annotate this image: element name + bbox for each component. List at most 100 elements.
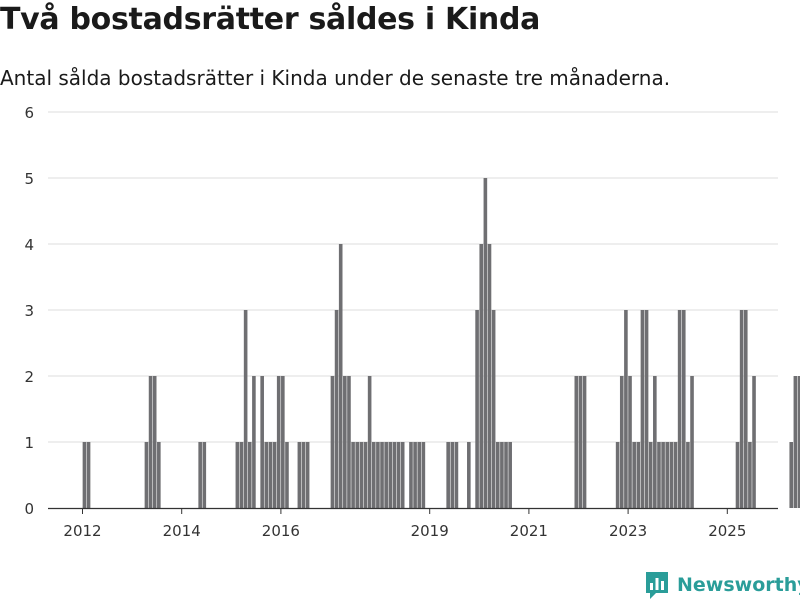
bar [632, 442, 636, 508]
bar [409, 442, 413, 508]
bar [417, 442, 422, 508]
bar [789, 442, 794, 508]
bar [297, 442, 302, 508]
bar [396, 442, 401, 508]
bar [752, 376, 756, 508]
bar [491, 310, 496, 508]
bar [628, 376, 632, 508]
bar [446, 442, 450, 508]
bar [285, 442, 289, 508]
bar [677, 310, 682, 508]
y-tick-label: 3 [24, 302, 34, 320]
bar [665, 442, 670, 508]
bar [202, 442, 207, 508]
bar [363, 442, 368, 508]
bar [243, 310, 248, 508]
x-tick-label: 2016 [262, 522, 300, 540]
y-tick-label: 5 [24, 170, 34, 188]
bar [467, 442, 471, 508]
x-tick-label: 2014 [163, 522, 201, 540]
bar [272, 442, 277, 508]
bar [504, 442, 508, 508]
bar [578, 376, 583, 508]
bar [247, 442, 252, 508]
bar [500, 442, 504, 508]
y-tick-label: 2 [24, 368, 34, 386]
bar [268, 442, 273, 508]
x-tick-label: 2023 [609, 522, 647, 540]
chart-title: Två bostadsrätter såldes i Kinda [0, 2, 541, 37]
x-tick-label: 2019 [411, 522, 449, 540]
bar [450, 442, 455, 508]
y-tick-label: 0 [24, 500, 34, 518]
bar [421, 442, 426, 508]
bar [673, 442, 678, 508]
bar [281, 376, 285, 508]
bar [371, 442, 376, 508]
bar [388, 442, 393, 508]
bar [648, 442, 653, 508]
y-tick-label: 6 [24, 104, 34, 122]
bar [392, 442, 397, 508]
bar [735, 442, 740, 508]
bar [400, 442, 405, 508]
bar [367, 376, 372, 508]
bar [743, 310, 748, 508]
bar [148, 376, 153, 508]
bar [669, 442, 674, 508]
bar [198, 442, 202, 508]
bar [235, 442, 240, 508]
bar [479, 244, 484, 508]
bar [413, 442, 417, 508]
bar [82, 442, 87, 508]
x-tick-label: 2021 [510, 522, 548, 540]
bar [86, 442, 91, 508]
bar [157, 442, 161, 508]
bar [239, 442, 244, 508]
bar [260, 376, 264, 508]
bar [454, 442, 459, 508]
bar [334, 310, 339, 508]
bar [276, 376, 281, 508]
newsworthy-logo: Newsworthy [644, 570, 800, 600]
bar [748, 442, 752, 508]
bar [347, 376, 351, 508]
bar [574, 376, 579, 508]
bar [384, 442, 388, 508]
bar [252, 376, 256, 508]
bar [508, 442, 512, 508]
bar [338, 244, 343, 508]
bar [495, 442, 500, 508]
bar [653, 376, 657, 508]
bar [144, 442, 149, 508]
bar [739, 310, 744, 508]
bar [615, 442, 620, 508]
bar [380, 442, 384, 508]
y-tick-label: 1 [24, 434, 34, 452]
bar [690, 376, 694, 508]
x-tick-label: 2012 [63, 522, 101, 540]
bar [487, 244, 492, 508]
bar [359, 442, 364, 508]
bar [797, 376, 800, 508]
bar [636, 442, 641, 508]
bar [661, 442, 665, 508]
bar [619, 376, 624, 508]
bar [264, 442, 269, 508]
chart-subtitle: Antal sålda bostadsrätter i Kinda under … [0, 66, 671, 90]
bar [343, 376, 347, 508]
bar [624, 310, 628, 508]
bar-chart: 012345622012201420162019202120232025 [24, 104, 800, 540]
y-tick-label: 4 [24, 236, 34, 254]
bar [793, 376, 798, 508]
bar [301, 442, 306, 508]
bar [355, 442, 360, 508]
bar [376, 442, 380, 508]
bar [686, 442, 690, 508]
x-tick-label: 2025 [708, 522, 746, 540]
newsworthy-icon [646, 572, 668, 599]
bar [644, 310, 649, 508]
bar [305, 442, 310, 508]
bar [475, 310, 479, 508]
bar [640, 310, 645, 508]
